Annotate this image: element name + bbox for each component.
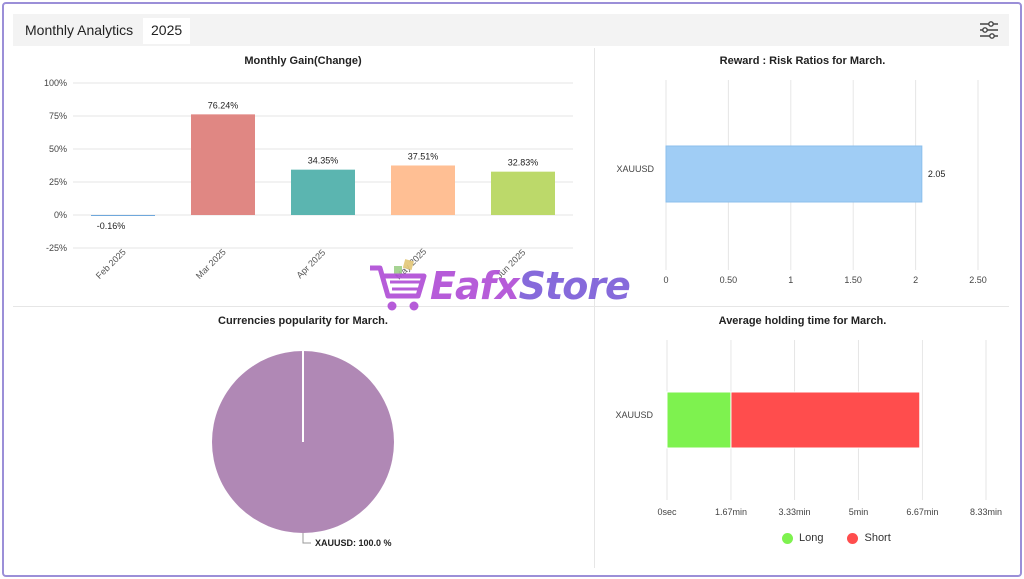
gain-xtick-label: Feb 2025 [94,247,128,281]
rr-xtick-label: 1.50 [844,275,862,285]
year-tab[interactable]: 2025 [143,18,191,44]
gain-data-label: 37.51% [408,151,439,161]
gain-bar [191,114,255,215]
legend-dot-short [847,532,859,544]
ht-xtick-label: 0sec [657,507,677,517]
gain-ytick-label: 75% [49,111,67,121]
gain-xtick-label: Apr 2025 [294,247,327,280]
gain-ytick-label: 0% [54,210,67,220]
gain-data-label: 34.35% [308,156,339,166]
legend-item-long[interactable]: Long [782,532,823,544]
legend-label-long: Long [799,532,824,544]
gain-ytick-label: 25% [49,177,67,187]
rr-xtick-label: 2.50 [969,275,987,285]
ht-xtick-label: 8.33min [970,507,1002,517]
vertical-divider [594,48,595,568]
eafx-store-watermark: Eafx Store [368,258,631,314]
rr-xtick-label: 1 [788,275,793,285]
gain-ytick-label: 100% [44,78,67,88]
gain-data-label: -0.16% [97,221,126,231]
holding-time-chart: 0sec 1.67min 3.33min 5min 6.67min 8.33min XAUU… [615,340,1002,517]
monthly-gain-title: Monthly Gain(Change) [244,55,362,67]
reward-risk-panel: Reward : Risk Ratios for March. 0 0.50 1 1.… [596,48,1009,305]
watermark-text-store: Store [518,264,631,308]
currencies-title: Currencies popularity for March. [218,315,388,327]
legend-item-short[interactable]: Short [847,532,891,544]
gain-bar [491,171,555,215]
gain-bar [291,169,355,215]
ht-xtick-label: 1.67min [715,507,747,517]
analytics-header: Monthly Analytics 2025 [13,14,1009,46]
monthly-gain-panel: Monthly Gain(Change) 100% 75% 50% 25% 0% -25%… [13,48,593,305]
rr-xtick-label: 0.50 [720,275,738,285]
filter-settings-icon[interactable] [979,20,999,40]
legend-label-short: Short [864,532,891,544]
rr-data-label: 2.05 [928,169,946,179]
ht-bar-short [730,391,921,449]
holding-time-title: Average holding time for March. [718,315,887,327]
reward-risk-title: Reward : Risk Ratios for March. [719,55,886,67]
rr-category-label: XAUUSD [616,164,654,174]
gain-ytick-label: -25% [46,243,67,253]
shopping-cart-icon [370,259,427,311]
page-title: Monthly Analytics [25,22,134,38]
currencies-pie-chart: XAUUSD: 100.0 % [212,351,394,548]
ht-xtick-label: 3.33min [779,507,811,517]
rr-bar [665,145,923,203]
ht-xtick-label: 5min [849,507,869,517]
ht-category-label: XAUUSD [615,410,653,420]
gain-bar [391,165,455,215]
ht-bar-long [666,391,732,449]
gain-ytick-label: 50% [49,144,67,154]
ht-xtick-label: 6.67min [906,507,938,517]
holding-time-panel: Average holding time for March. 0sec 1.67… [596,308,1009,568]
rr-xtick-label: 0 [663,275,668,285]
rr-xtick-label: 2 [913,275,918,285]
gain-data-label: 76.24% [208,100,239,110]
pie-label-leader [302,533,311,544]
pie-data-label: XAUUSD: 100.0 % [315,538,392,548]
reward-risk-chart: 0 0.50 1 1.50 2 2.50 2.05 XAUUSD [616,80,987,285]
gain-bar [91,215,155,216]
watermark-text-eafx: Eafx [430,264,520,308]
gain-data-label: 32.83% [508,158,539,168]
gain-xtick-label: Mar 2025 [194,247,228,281]
legend-dot-long [782,532,793,544]
holding-time-legend: Long Short [782,532,915,544]
currencies-panel: Currencies popularity for March. XAUUSD:… [13,308,593,568]
horizontal-divider [13,306,1009,307]
